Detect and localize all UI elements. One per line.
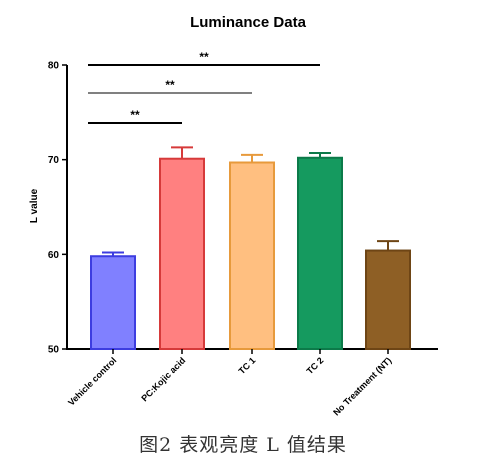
y-tick-label: 70: [48, 155, 60, 166]
plot-area: 50 60 70 80 Vehicle control PC:Kojic acid TC 1…: [48, 50, 438, 418]
bar: [159, 157, 205, 350]
bar: [90, 255, 136, 350]
bar: [229, 161, 275, 350]
significance-label: **: [165, 78, 175, 92]
y-tick-label: 80: [48, 61, 60, 72]
significance-label: **: [130, 108, 140, 122]
bar: [297, 156, 343, 350]
y-axis-label: L value: [29, 188, 40, 223]
x-tick-label: Vehicle control: [66, 355, 118, 407]
x-tick-label: No Treatment (NT): [331, 355, 393, 417]
x-tick-label: TC 2: [305, 355, 326, 376]
chart-title: Luminance Data: [190, 14, 307, 31]
x-tick-label: TC 1: [237, 355, 258, 376]
bar-chart: Luminance Data L value 50 60 70 80 Vehicle c…: [29, 14, 438, 418]
bar: [365, 249, 411, 350]
significance-label: **: [199, 50, 209, 64]
y-tick-label: 50: [48, 345, 60, 356]
y-tick-label: 60: [48, 250, 60, 261]
figure-caption: 图2 表观亮度 L 值结果: [139, 434, 347, 456]
x-tick-label: PC:Kojic acid: [139, 355, 187, 403]
